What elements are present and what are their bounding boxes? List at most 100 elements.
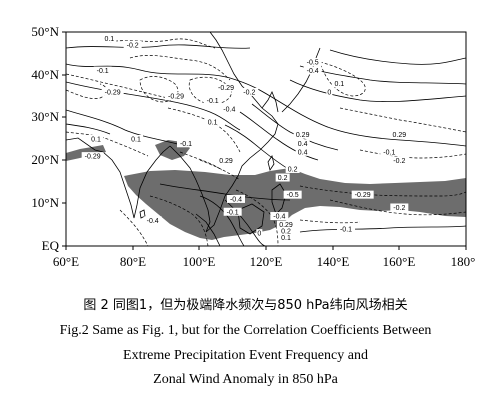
contour-label: -0.4 xyxy=(147,218,159,225)
contour-label-bg xyxy=(295,139,310,148)
caption-chinese: 图 2 同图1，但为极端降水频次与850 hPa纬向风场相关 xyxy=(83,298,408,313)
contour-label: -0.29 xyxy=(355,192,371,199)
contour-label-bg xyxy=(220,105,239,114)
contour-label-bg xyxy=(351,190,374,199)
contour-label: -0.1 xyxy=(227,209,239,216)
contour-label-bg xyxy=(293,130,312,139)
lat-label-20n: 20°N xyxy=(31,152,59,167)
solid-contours xyxy=(66,44,466,246)
contour-label-bg xyxy=(390,203,409,212)
lat-label-10n: 10°N xyxy=(31,195,59,210)
contour-label: -0.4 xyxy=(230,196,242,203)
contour-label-bg xyxy=(227,194,245,203)
contour-label-bg xyxy=(285,164,300,173)
coast-japan xyxy=(281,47,321,113)
coast-sri-lanka xyxy=(139,209,146,219)
contour-label: -0.2 xyxy=(243,89,255,96)
contour-label: -0.1 xyxy=(180,141,192,148)
contour-label-bg xyxy=(390,130,409,139)
contour-label-bg xyxy=(303,66,322,75)
contour-label-bg xyxy=(102,34,117,43)
coast-borneo xyxy=(237,203,265,235)
coast-indochina-china xyxy=(169,32,279,233)
contour-label-bg xyxy=(81,152,104,161)
contour-label: -0.29 xyxy=(168,94,184,101)
contour-label: 0.29 xyxy=(296,132,310,139)
lat-label-40n: 40°N xyxy=(31,67,59,82)
contour-label-bg xyxy=(303,57,322,66)
contour-label: -0.2 xyxy=(393,205,405,212)
contour-label: 0.1 xyxy=(104,36,114,43)
contour-label-bg xyxy=(217,156,235,165)
lat-label-50n: 50°N xyxy=(31,24,59,39)
contour-label-bg xyxy=(295,147,310,156)
lon-label-140e: 140°E xyxy=(317,254,350,269)
contour-label-bg xyxy=(129,135,143,143)
coast-sumatra xyxy=(195,213,221,246)
shaded-band-tropical xyxy=(124,168,466,240)
contour-label-bg xyxy=(215,83,237,92)
dashed-contours xyxy=(66,38,466,246)
contour-label: 0.29 xyxy=(219,158,233,165)
contour-label-bg xyxy=(332,79,347,88)
contour-label-bg xyxy=(270,212,289,221)
contour-label: 0 xyxy=(257,231,261,238)
contour-label: -0.5 xyxy=(287,192,299,199)
contour-label: -0.4 xyxy=(273,214,285,221)
contour-label-bg xyxy=(326,87,333,96)
contour-label: 0 xyxy=(327,89,331,96)
contour-label: -0.29 xyxy=(218,85,234,92)
contour-label: -0.29 xyxy=(105,89,121,96)
coast-korea xyxy=(261,91,279,113)
contour-label-bg xyxy=(240,87,259,96)
contour-label-bg xyxy=(89,135,103,143)
tick-marks xyxy=(62,31,467,250)
lon-label-60e: 60°E xyxy=(53,254,79,269)
contour-label-bg xyxy=(283,190,302,199)
contour-label-bg xyxy=(279,227,293,236)
contour-label: -0.4 xyxy=(223,107,235,114)
coast-philippines xyxy=(271,183,287,215)
contour-label-bg xyxy=(277,220,295,229)
contour-label-bg xyxy=(205,117,220,126)
latitude-axis-labels: 50°N 40°N 30°N 20°N 10°N EQ xyxy=(31,24,59,253)
contour-label: -0.2 xyxy=(393,158,405,165)
contour-label: -0.2 xyxy=(127,42,139,49)
contour-label: 0.2 xyxy=(281,229,291,236)
lon-label-120e: 120°E xyxy=(250,254,283,269)
contour-label: -0.5 xyxy=(307,59,319,66)
longitude-axis-labels: 60°E 80°E 100°E 120°E 140°E 160°E 180° xyxy=(53,254,475,269)
lon-label-180: 180° xyxy=(451,254,476,269)
coast-arabia-india xyxy=(66,137,171,219)
contour-label: 0.1 xyxy=(281,235,291,242)
lat-label-eq: EQ xyxy=(42,238,60,253)
contour-label: 0.4 xyxy=(298,141,308,148)
contour-label: 0.1 xyxy=(91,137,101,144)
contour-label: 0.1 xyxy=(131,137,141,144)
caption-english-line-3: Zonal Wind Anomaly in 850 hPa xyxy=(153,372,338,387)
lat-label-30n: 30°N xyxy=(31,109,59,124)
lon-label-80e: 80°E xyxy=(120,254,146,269)
coast-taiwan xyxy=(267,155,275,171)
contour-label: 0.1 xyxy=(334,81,344,88)
contour-label: -0.1 xyxy=(97,68,109,75)
coastlines xyxy=(66,32,321,246)
contour-label: -0.1 xyxy=(340,226,352,233)
contour-label: -0.4 xyxy=(307,68,319,75)
lon-label-160e: 160°E xyxy=(383,254,416,269)
contour-label-bg xyxy=(203,96,222,105)
contour-label-bg xyxy=(390,156,409,165)
contour-label-bg xyxy=(123,40,142,49)
lon-label-100e: 100°E xyxy=(183,254,216,269)
contour-label: 0.29 xyxy=(393,132,407,139)
contour-label: -0.29 xyxy=(85,154,101,161)
contour-label-bg xyxy=(223,207,242,216)
contour-label-bg xyxy=(337,224,355,233)
contour-label-bg xyxy=(165,92,187,101)
contour-label-bg xyxy=(101,87,124,96)
contour-label: -0.1 xyxy=(383,149,395,156)
contour-label: 0.29 xyxy=(279,222,293,229)
contour-label: 0.2 xyxy=(278,175,288,182)
contour-label-bg xyxy=(93,66,112,75)
contour-label-bg xyxy=(143,216,162,225)
